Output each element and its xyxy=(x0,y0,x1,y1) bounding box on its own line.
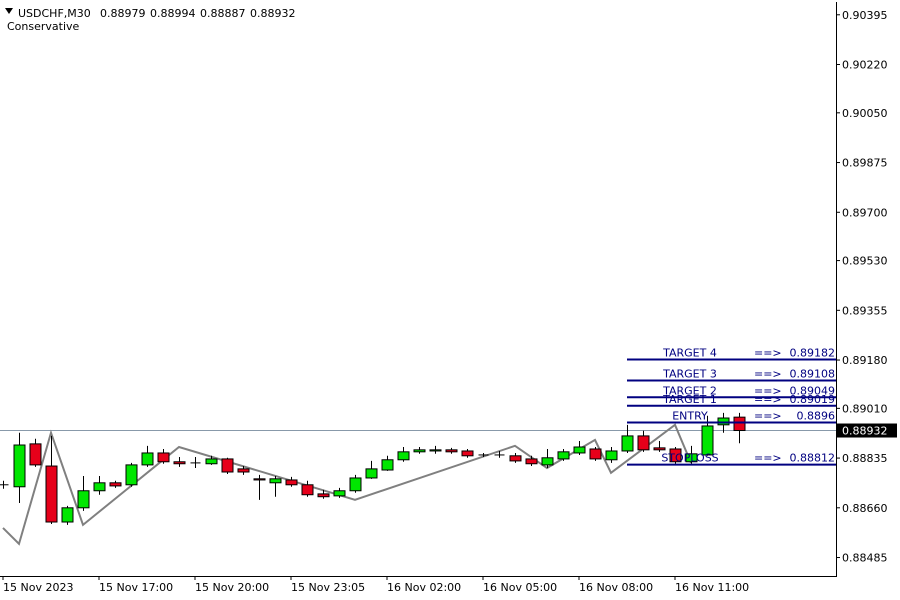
level-value: 0.89049 xyxy=(790,384,836,397)
level-label: TARGET 2 xyxy=(662,384,717,397)
header-menu-icon[interactable] xyxy=(5,8,13,14)
level-value: 0.89108 xyxy=(790,367,836,380)
candle-body xyxy=(157,452,170,463)
candle-body xyxy=(621,435,634,452)
level-arrow: ==> xyxy=(754,410,782,423)
candle-body xyxy=(365,468,378,479)
symbol: USDCHF,M30 xyxy=(18,7,91,20)
candle-body xyxy=(45,465,58,523)
candle-body xyxy=(253,478,266,481)
y-tick-label: 0.89010 xyxy=(842,402,888,415)
y-tick-label: 0.89180 xyxy=(842,354,888,367)
y-tick-label: 0.90395 xyxy=(842,9,888,22)
x-tick-label: 16 Nov 08:00 xyxy=(579,581,653,594)
candle-body xyxy=(381,459,394,471)
level-label: TARGET 4 xyxy=(662,346,717,359)
candle-body xyxy=(109,482,122,487)
candle-body xyxy=(573,446,586,454)
candle-body xyxy=(589,448,602,460)
level-value: 0.88812 xyxy=(790,452,836,465)
candle-body xyxy=(717,417,730,426)
level-arrow: ==> xyxy=(754,393,782,406)
subtitle: Conservative xyxy=(7,20,80,33)
price-tag-label: 0.88932 xyxy=(842,425,888,438)
header-close: 0.88932 xyxy=(250,7,296,20)
candle-body xyxy=(13,444,26,488)
candle-body xyxy=(605,450,618,461)
candle-body xyxy=(285,479,298,486)
candle-body xyxy=(509,455,522,462)
candle-body xyxy=(93,482,106,492)
level-value: 0.89019 xyxy=(790,393,836,406)
y-tick-label: 0.90220 xyxy=(842,59,888,72)
x-tick-label: 15 Nov 2023 xyxy=(3,581,73,594)
header-open: 0.88979 xyxy=(100,7,146,20)
candle-body xyxy=(269,478,282,484)
level-label: STOPLOSS xyxy=(661,452,718,465)
candle-body xyxy=(461,450,474,457)
candle-body xyxy=(221,458,234,473)
candle-body xyxy=(397,451,410,461)
y-tick-label: 0.90050 xyxy=(842,107,888,120)
x-tick-label: 16 Nov 11:00 xyxy=(675,581,749,594)
candle-body xyxy=(413,449,426,453)
y-tick-label: 0.88660 xyxy=(842,502,888,515)
candle-body xyxy=(637,435,650,451)
candle-body xyxy=(125,464,138,486)
x-tick-label: 15 Nov 17:00 xyxy=(99,581,173,594)
level-arrow: ==> xyxy=(754,452,782,465)
candle-body xyxy=(541,457,554,466)
y-tick-label: 0.89355 xyxy=(842,304,888,317)
candle-body xyxy=(669,448,682,463)
level-value: 0.89182 xyxy=(790,346,836,359)
candle-body xyxy=(429,449,442,452)
candle-body xyxy=(301,484,314,496)
candle-body xyxy=(653,447,666,451)
price-tag xyxy=(837,423,897,438)
y-tick-label: 0.89875 xyxy=(842,157,888,170)
x-tick-label: 15 Nov 20:00 xyxy=(195,581,269,594)
y-tick-label: 0.89530 xyxy=(842,255,888,268)
candle-body xyxy=(173,461,186,465)
y-tick-label: 0.88835 xyxy=(842,452,888,465)
zigzag-line xyxy=(2,423,692,546)
y-tick-label: 0.89700 xyxy=(842,206,888,219)
level-arrow: ==> xyxy=(754,346,782,359)
candle-body xyxy=(317,493,330,498)
x-tick-label: 16 Nov 05:00 xyxy=(483,581,557,594)
x-tick-label: 15 Nov 23:05 xyxy=(291,581,365,594)
candle-body xyxy=(557,451,570,460)
level-label: ENTRY xyxy=(672,410,708,423)
level-label: TARGET 3 xyxy=(662,367,717,380)
candle-body xyxy=(141,452,154,466)
header-high: 0.88994 xyxy=(150,7,196,20)
level-value: 0.8896 xyxy=(797,410,836,423)
candle-body xyxy=(237,468,250,473)
candle-body xyxy=(525,458,538,465)
level-arrow: ==> xyxy=(754,367,782,380)
candle-body xyxy=(685,453,698,463)
level-label: TARGET 1 xyxy=(662,393,717,406)
candle-body xyxy=(29,443,42,466)
x-tick-label: 16 Nov 02:00 xyxy=(387,581,461,594)
y-tick-label: 0.88485 xyxy=(842,552,888,565)
candle-body xyxy=(701,425,714,456)
candle-body xyxy=(77,490,90,509)
candle-body xyxy=(349,477,362,492)
header-low: 0.88887 xyxy=(200,7,246,20)
level-arrow: ==> xyxy=(754,384,782,397)
candle-body xyxy=(733,416,746,432)
candle-body xyxy=(205,458,218,465)
candle-body xyxy=(445,449,458,453)
candle-body xyxy=(333,490,346,497)
candle-body xyxy=(61,507,74,523)
